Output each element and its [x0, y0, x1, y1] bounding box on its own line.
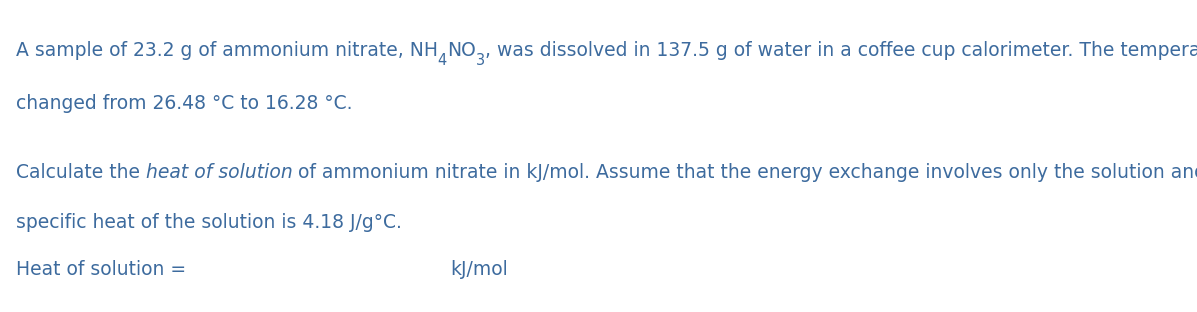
- Text: , was dissolved in 137.5 g of water in a coffee cup calorimeter. The temperature: , was dissolved in 137.5 g of water in a…: [485, 41, 1197, 60]
- Text: kJ/mol: kJ/mol: [450, 260, 508, 279]
- Text: heat of solution: heat of solution: [146, 163, 292, 182]
- Text: Calculate the: Calculate the: [16, 163, 146, 182]
- Text: i: i: [202, 262, 209, 281]
- Text: 4: 4: [438, 53, 446, 68]
- Text: specific heat of the solution is 4.18 J/g°C.: specific heat of the solution is 4.18 J/…: [16, 213, 401, 232]
- Text: 3: 3: [475, 53, 485, 68]
- Text: changed from 26.48 °C to 16.28 °C.: changed from 26.48 °C to 16.28 °C.: [16, 94, 352, 113]
- Text: Heat of solution =: Heat of solution =: [16, 260, 192, 279]
- Text: of ammonium nitrate in kJ/mol. Assume that the energy exchange involves only the: of ammonium nitrate in kJ/mol. Assume th…: [292, 163, 1197, 182]
- Text: NO: NO: [446, 41, 475, 60]
- Text: A sample of 23.2 g of ammonium nitrate, NH: A sample of 23.2 g of ammonium nitrate, …: [16, 41, 438, 60]
